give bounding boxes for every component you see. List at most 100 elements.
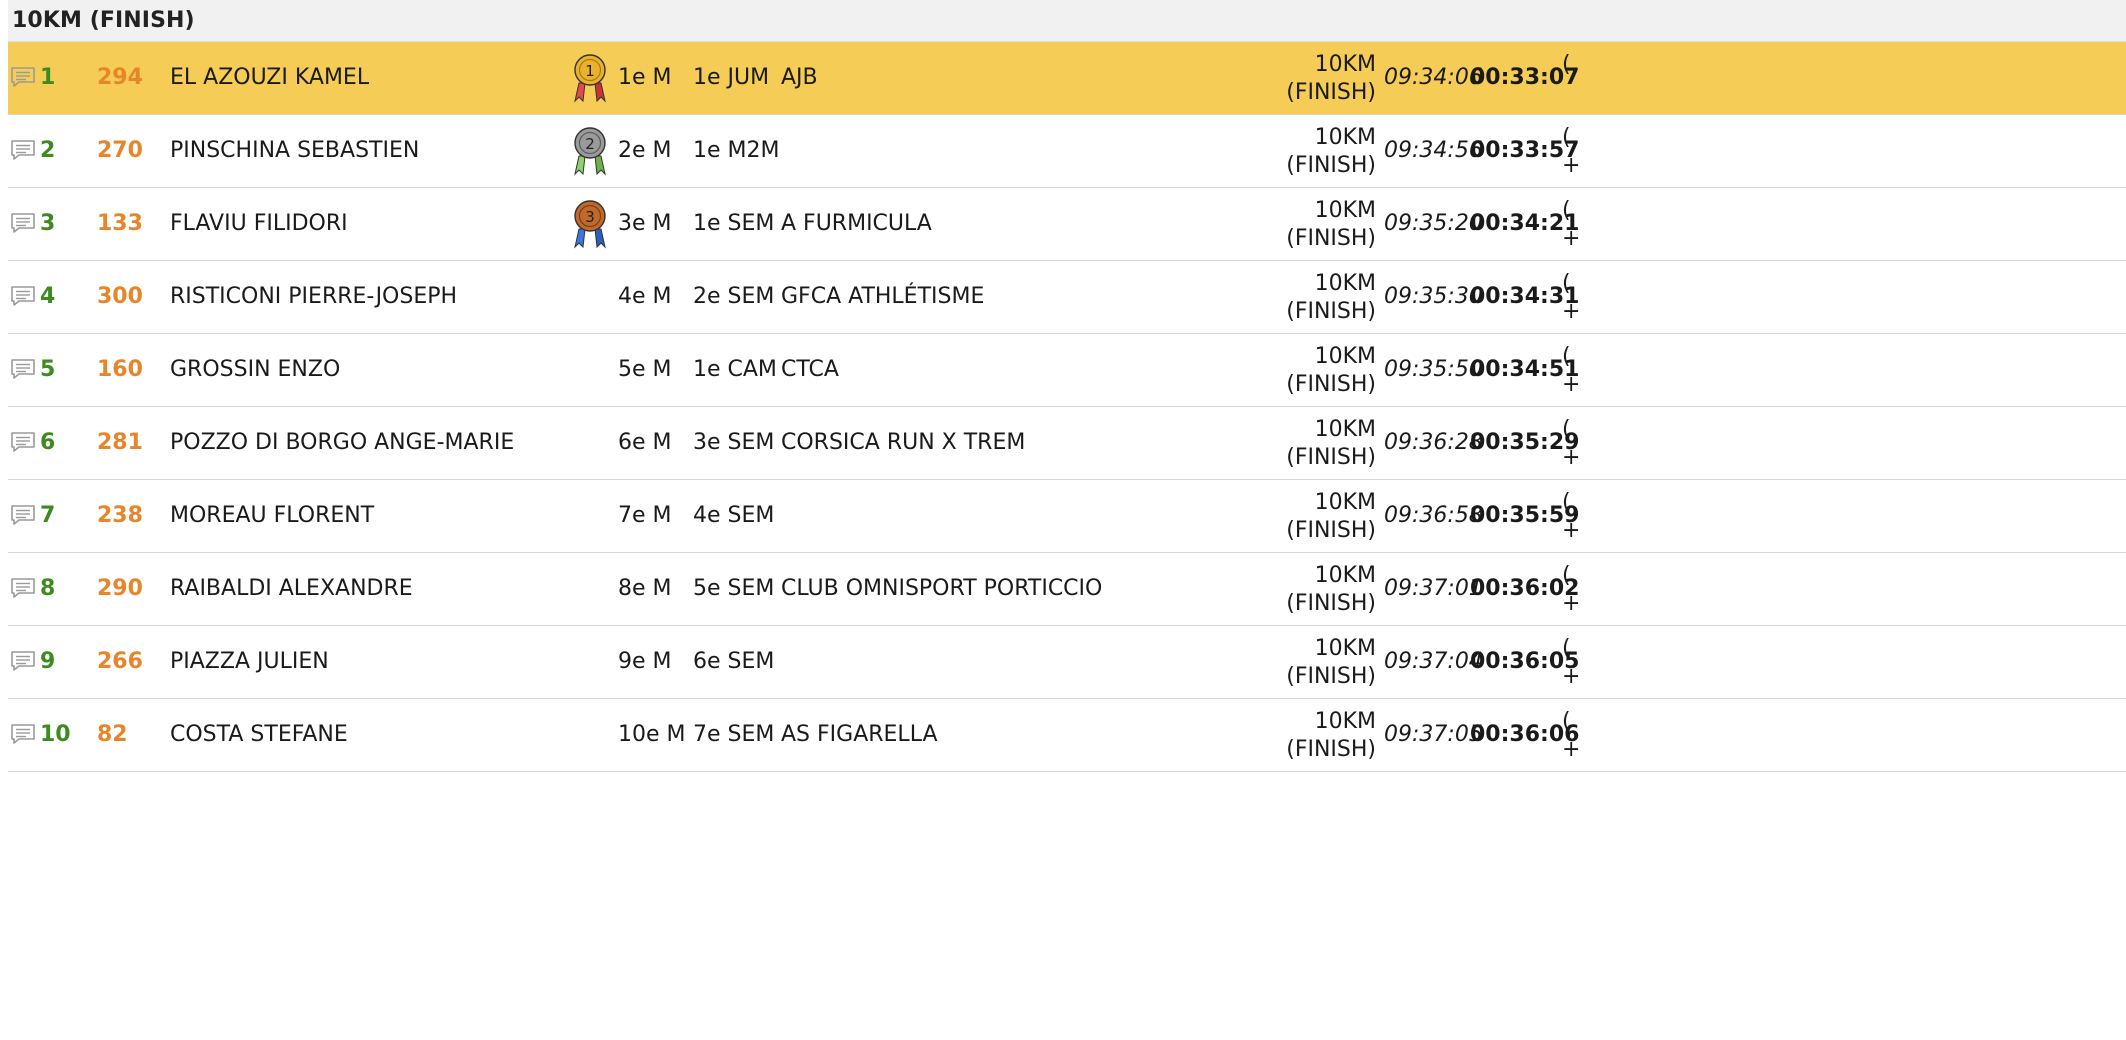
rank: 9 [40,649,56,674]
runner-name[interactable]: POZZO DI BORGO ANGE-MARIE [170,430,515,455]
time-of-day: 09:34:06 [1384,65,1483,90]
checkpoint-line1: 10KM [1314,709,1376,734]
checkpoint-line2: (FINISH) [1286,518,1376,543]
result-row[interactable]: 6 281 POZZO DI BORGO ANGE-MARIE 6e M 3e SEM C… [8,407,2126,480]
checkpoint-label: 10KM (FINISH) [1256,489,1376,545]
runner-name[interactable]: RISTICONI PIERRE-JOSEPH [170,284,458,309]
category-rank: 2e SEM [693,284,775,309]
runner-name[interactable]: RAIBALDI ALEXANDRE [170,576,413,601]
rank: 5 [40,357,56,382]
overall-rank: 9e M [618,649,672,674]
gap-time: (+ [1562,708,1582,764]
result-row[interactable]: 9 266 PIAZZA JULIEN 9e M 6e SEM 10KM (FINISH) 0… [8,626,2126,699]
comment-icon[interactable] [10,358,36,380]
bib-number: 238 [97,503,143,528]
overall-rank: 5e M [618,357,672,382]
comment-icon[interactable] [10,66,36,88]
club-name: A FURMICULA [781,211,932,236]
result-row[interactable]: 5 160 GROSSIN ENZO 5e M 1e CAM CTCA 10KM (FINIS… [8,334,2126,407]
runner-name[interactable]: EL AZOUZI KAMEL [170,65,370,90]
medal-number: 2 [585,135,595,153]
runner-name[interactable]: FLAVIU FILIDORI [170,211,348,236]
category-rank: 4e SEM [693,503,775,528]
result-row[interactable]: 2 270 PINSCHINA SEBASTIEN 2 2e M 1e M2M 10KM (F… [8,115,2126,188]
gap-time: (+ [1562,489,1582,545]
gap-line1: ( [1562,636,1571,661]
bib-number: 300 [97,284,143,309]
checkpoint-label: 10KM (FINISH) [1256,416,1376,472]
time-of-day: 09:37:04 [1384,649,1483,674]
category-rank: 5e SEM [693,576,775,601]
checkpoint-line2: (FINISH) [1286,591,1376,616]
checkpoint-line2: (FINISH) [1286,153,1376,178]
bib-number: 294 [97,65,143,90]
comment-icon[interactable] [10,504,36,526]
overall-rank: 1e M [618,65,672,90]
gap-line1: ( [1562,271,1571,296]
result-row[interactable]: 3 133 FLAVIU FILIDORI 3 3e M 1e SEM A FURMICUL… [8,188,2126,261]
checkpoint-line2: (FINISH) [1286,372,1376,397]
runner-name[interactable]: PIAZZA JULIEN [170,649,329,674]
comment-icon[interactable] [10,139,36,161]
comment-icon[interactable] [10,431,36,453]
runner-name[interactable]: COSTA STEFANE [170,722,348,747]
checkpoint-line1: 10KM [1314,198,1376,223]
club-name: GFCA ATHLÉTISME [781,284,985,309]
result-row[interactable]: 4 300 RISTICONI PIERRE-JOSEPH 4e M 2e SEM GFC… [8,261,2126,334]
bib-number: 82 [97,722,128,747]
time-of-day: 09:37:05 [1384,722,1483,747]
chrono-time: 00:34:21 [1470,211,1580,236]
checkpoint-line1: 10KM [1314,636,1376,661]
chrono-time: 00:35:29 [1470,430,1580,455]
checkpoint-line2: (FINISH) [1286,299,1376,324]
medal-number: 1 [585,62,595,80]
category-rank: 6e SEM [693,649,775,674]
checkpoint-line2: (FINISH) [1286,80,1376,105]
rank: 3 [40,211,56,236]
overall-rank: 7e M [618,503,672,528]
club-name: CORSICA RUN X TREM [781,430,1026,455]
gap-line1: ( [1562,52,1571,77]
time-of-day: 09:37:01 [1384,576,1483,601]
result-row[interactable]: 10 82 COSTA STEFANE 10e M 7e SEM AS FIGARELLA… [8,699,2126,772]
club-name: AJB [781,65,818,90]
bib-number: 290 [97,576,143,601]
time-of-day: 09:36:28 [1384,430,1483,455]
rank: 7 [40,503,56,528]
checkpoint-line1: 10KM [1314,271,1376,296]
category-rank: 1e SEM [693,211,775,236]
category-rank: 1e JUM [693,65,770,90]
comment-icon[interactable] [10,650,36,672]
bib-number: 270 [97,138,143,163]
result-row[interactable]: 7 238 MOREAU FLORENT 7e M 4e SEM 10KM (FINISH)… [8,480,2126,553]
time-of-day: 09:35:50 [1384,357,1483,382]
chrono-time: 00:33:57 [1470,138,1580,163]
category-rank: 1e CAM [693,357,777,382]
club-name: AS FIGARELLA [781,722,938,747]
gap-time: (+ [1562,197,1582,253]
chrono-time: 00:36:02 [1470,576,1580,601]
comment-icon[interactable] [10,285,36,307]
checkpoint-line1: 10KM [1314,125,1376,150]
checkpoint-label: 10KM (FINISH) [1256,124,1376,180]
gap-line2: + [1562,372,1581,397]
checkpoint-line1: 10KM [1314,52,1376,77]
gap-line1: ( [1562,563,1571,588]
rank: 1 [40,65,56,90]
comment-icon[interactable] [10,212,36,234]
result-row[interactable]: 8 290 RAIBALDI ALEXANDRE 8e M 5e SEM CLUB OMN… [8,553,2126,626]
chrono-time: 00:34:31 [1470,284,1580,309]
runner-name[interactable]: GROSSIN ENZO [170,357,341,382]
comment-icon[interactable] [10,723,36,745]
result-row[interactable]: 1 294 EL AZOUZI KAMEL 1 1e M 1e JUM AJB 10KM (FI… [8,42,2126,115]
category-rank: 3e SEM [693,430,775,455]
chrono-time: 00:36:05 [1470,649,1580,674]
rank: 6 [40,430,56,455]
runner-name[interactable]: PINSCHINA SEBASTIEN [170,138,420,163]
bib-number: 281 [97,430,143,455]
gap-line1: ( [1562,490,1571,515]
runner-name[interactable]: MOREAU FLORENT [170,503,375,528]
category-rank: 7e SEM [693,722,775,747]
comment-icon[interactable] [10,577,36,599]
results-list: 1 294 EL AZOUZI KAMEL 1 1e M 1e JUM AJB 10KM (FI… [8,42,2126,772]
